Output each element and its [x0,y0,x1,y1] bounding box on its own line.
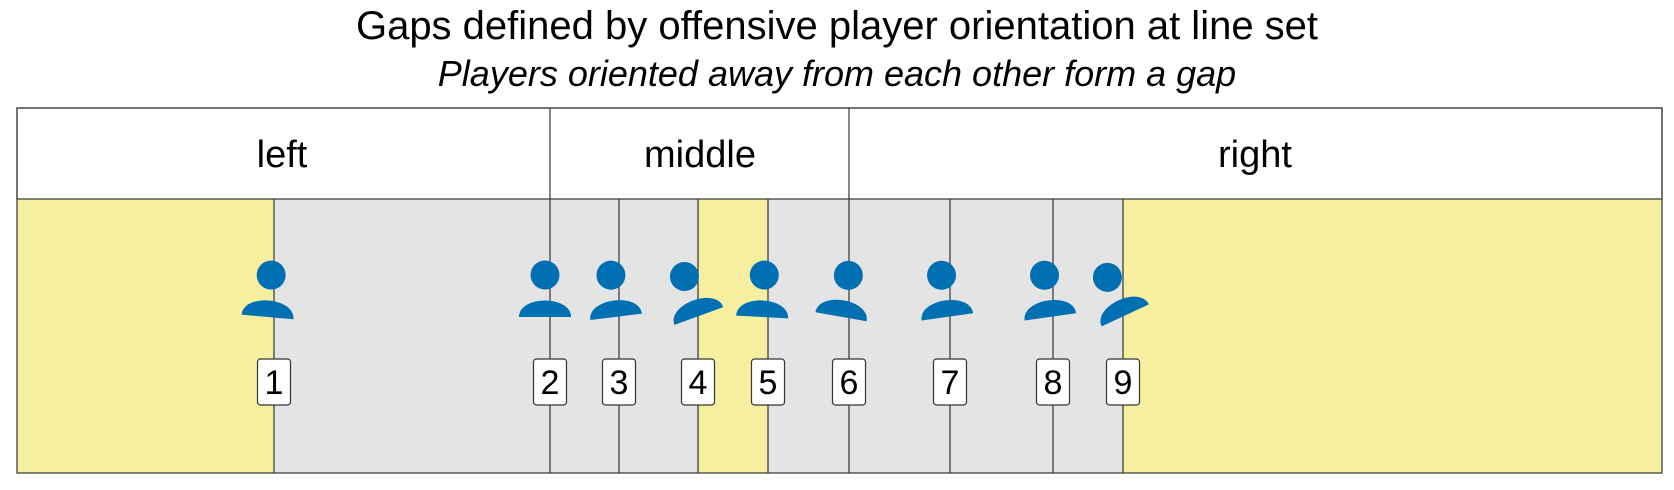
field-band-1 [17,199,274,473]
person-icon [1092,262,1149,327]
player-number-8: 8 [1035,358,1071,406]
field-bands [17,199,1662,473]
person-icon [669,262,724,325]
person-icon [241,260,294,320]
player-number-7: 7 [932,358,968,406]
svg-text:1: 1 [265,364,284,402]
svg-text:9: 9 [1114,364,1133,402]
svg-text:7: 7 [941,364,960,402]
player-lines [273,199,1124,473]
region-label-right: right [1218,134,1292,176]
region-label-left: left [257,134,308,176]
person-icon [921,260,974,321]
svg-text:4: 4 [689,364,708,402]
region-header: left middle right [16,107,1663,200]
svg-text:8: 8 [1044,364,1063,402]
svg-text:2: 2 [541,364,560,402]
diagram-subtitle: Players oriented away from each other fo… [438,53,1236,94]
person-icon [590,260,642,321]
region-label-middle: middle [644,134,756,176]
person-icon [519,260,571,317]
diagram-title: Gaps defined by offensive player orienta… [356,4,1318,48]
diagram-frame [16,107,1663,474]
player-number-4: 4 [680,358,716,406]
person-icon [815,260,867,322]
person-icon [1024,260,1077,321]
field-band-2 [274,199,698,473]
player-number-3: 3 [601,358,637,406]
player-number-labels: 1 2 3 4 5 6 7 8 9 [256,358,1141,406]
svg-text:6: 6 [840,364,859,402]
field-band-3 [698,199,768,473]
field-band-5 [1123,199,1662,473]
player-number-2: 2 [532,358,568,406]
svg-text:3: 3 [610,364,629,402]
region-header-box [16,107,1663,200]
field-band-4 [768,199,1123,473]
player-number-1: 1 [256,358,292,406]
person-icon [736,260,789,319]
player-number-9: 9 [1105,358,1141,406]
player-number-5: 5 [750,358,786,406]
players [241,260,1149,327]
svg-text:5: 5 [759,364,778,402]
player-number-6: 6 [831,358,867,406]
